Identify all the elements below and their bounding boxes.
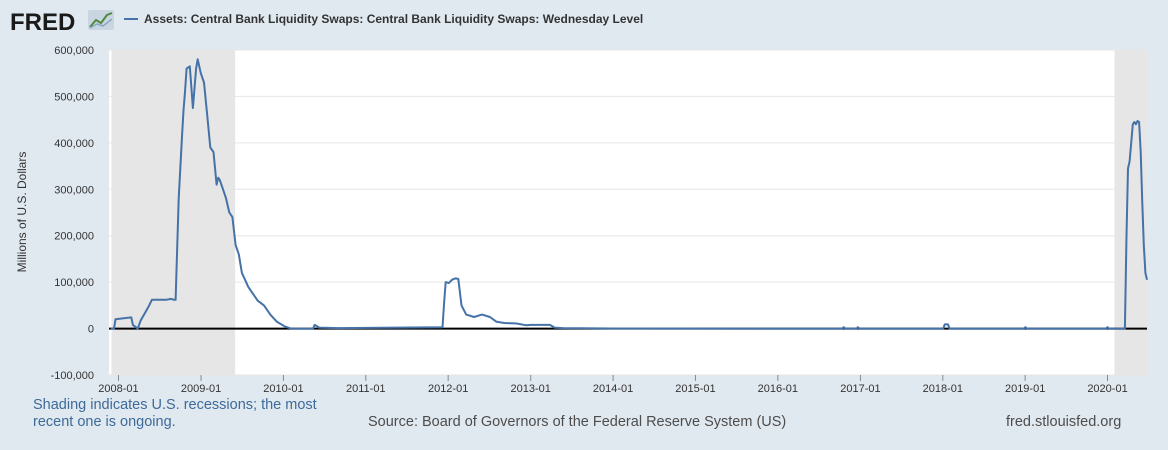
- y-tick-label: 100,000: [54, 277, 94, 289]
- y-tick-label: 600,000: [54, 45, 94, 57]
- x-tick-label: 2009-01: [181, 383, 221, 395]
- x-tick-label: 2014-01: [593, 383, 633, 395]
- x-tick-label: 2012-01: [428, 383, 468, 395]
- y-tick-label: 300,000: [54, 184, 94, 196]
- site-link[interactable]: fred.stlouisfed.org: [1006, 414, 1122, 430]
- source-note: Source: Board of Governors of the Federa…: [368, 414, 787, 430]
- fred-chart-icon: [88, 10, 114, 30]
- x-tick-label: 2015-01: [675, 383, 715, 395]
- y-tick-label: 500,000: [54, 91, 94, 103]
- fred-logo-text: FRED: [10, 9, 75, 36]
- x-tick-label: 2017-01: [840, 383, 880, 395]
- series-layer: [110, 58, 1148, 330]
- y-tick-label: 400,000: [54, 138, 94, 150]
- x-tick-label: 2011-01: [346, 383, 386, 395]
- x-tick-label: 2018-01: [923, 383, 963, 395]
- x-tick-label: 2019-01: [1005, 383, 1045, 395]
- recession-band-0: [111, 50, 236, 375]
- x-tick-label: 2016-01: [758, 383, 798, 395]
- plot-area: [109, 50, 1147, 375]
- y-tick-label: 200,000: [54, 231, 94, 243]
- x-tick-label: 2013-01: [511, 383, 551, 395]
- x-tick-label: 2008-01: [98, 383, 138, 395]
- recession-band-1: [1114, 50, 1147, 375]
- y-axis-ticks: -100,000 0 100,000 200,000 300,000 400,000 500…: [51, 45, 94, 382]
- legend: Assets: Central Bank Liquidity Swaps: Ce…: [124, 12, 643, 26]
- recession-note: Shading indicates U.S. recessions; the m…: [33, 397, 317, 430]
- y-tick-label: 0: [88, 324, 94, 336]
- x-axis-ticks: 2008-01 2009-01 2010-01 2011-01 2012-01 2013-…: [98, 375, 1128, 395]
- series-line-0: [110, 58, 1148, 330]
- x-tick-label: 2010-01: [263, 383, 303, 395]
- legend-series-label: Assets: Central Bank Liquidity Swaps: Ce…: [144, 12, 643, 26]
- x-tick-label: 2020-01: [1087, 383, 1127, 395]
- y-tick-label: -100,000: [51, 370, 94, 382]
- fred-logo[interactable]: FRED: [10, 9, 114, 36]
- y-axis-label: Millions of U.S. Dollars: [15, 152, 29, 273]
